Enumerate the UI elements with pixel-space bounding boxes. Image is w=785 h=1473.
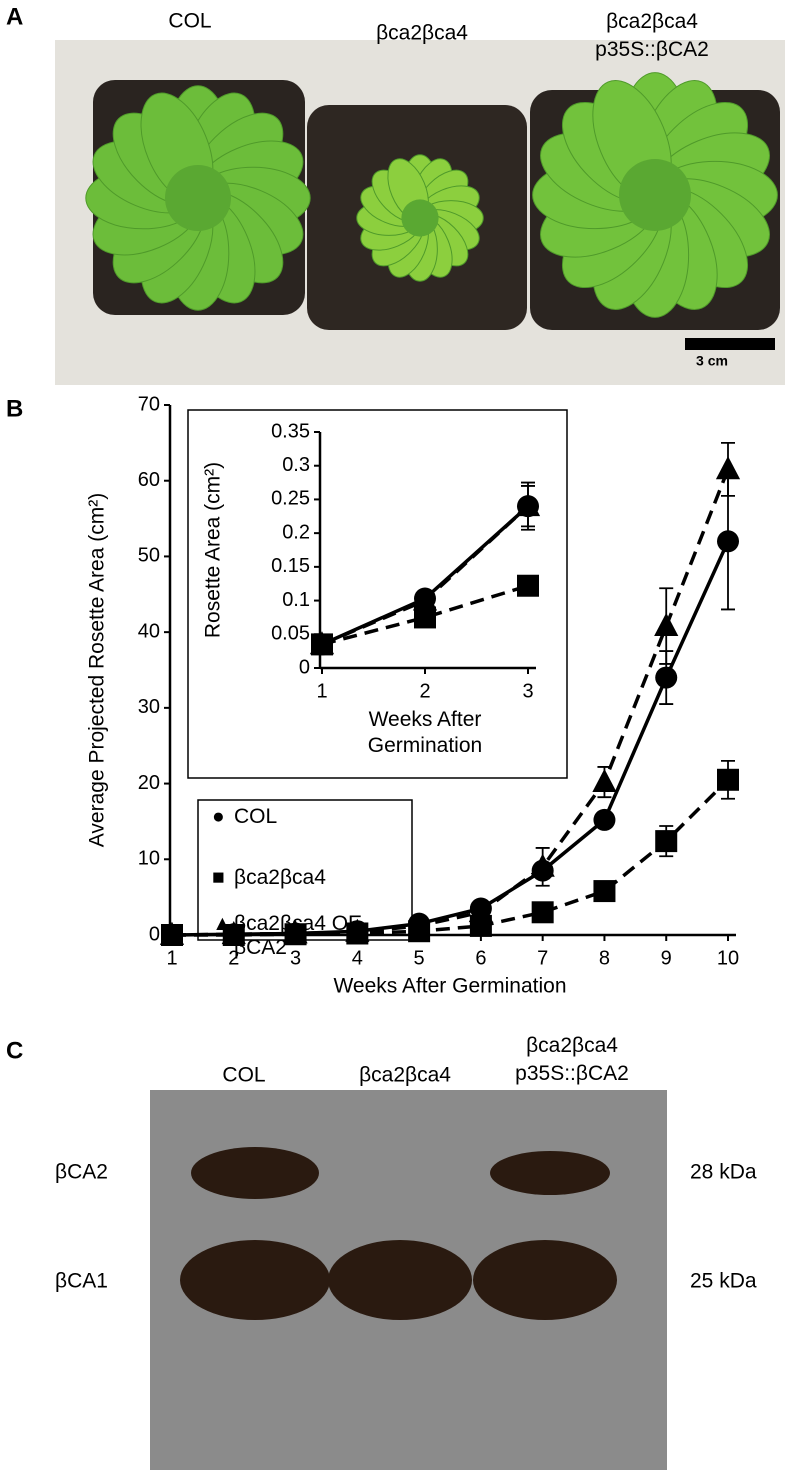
photo-label: COL [168, 10, 211, 33]
marker [593, 808, 616, 831]
marker [517, 574, 539, 597]
rosette-center [165, 165, 231, 231]
marker [311, 633, 333, 656]
band-label: βCA1 [55, 1270, 108, 1293]
western-blot [150, 1090, 667, 1470]
x-tick-label: 3 [522, 680, 533, 702]
x-tick-label: 3 [290, 947, 301, 969]
marker [592, 768, 617, 792]
y-tick-label: 70 [138, 393, 160, 415]
marker [414, 587, 436, 610]
marker [531, 901, 554, 924]
y-tick-label: 30 [138, 696, 160, 718]
marker [717, 768, 739, 791]
x-tick-label: 4 [352, 947, 363, 969]
y-tick-label: 0.2 [282, 521, 310, 543]
y-tick-label: 0.05 [271, 623, 310, 645]
marker [283, 920, 308, 944]
size-label: 28 kDa [690, 1161, 757, 1184]
x-tick-label: 6 [475, 947, 486, 969]
x-tick-label: 2 [419, 680, 430, 702]
y-tick-label: 0.25 [271, 488, 310, 510]
marker [654, 612, 679, 636]
legend-item: ● COL [212, 805, 407, 829]
x-tick-label: 8 [599, 947, 610, 969]
y-tick-label: 60 [138, 469, 160, 491]
x-tick-label: 1 [316, 680, 327, 702]
x-axis-label: Weeks After Germination [368, 708, 482, 757]
series-line [171, 468, 730, 937]
x-tick-label: 5 [414, 947, 425, 969]
legend-symbol: ■ [212, 866, 225, 889]
y-tick-label: 0.3 [282, 454, 310, 476]
x-tick-label: 7 [537, 947, 548, 969]
panel-letter: C [6, 1037, 23, 1064]
lane-label: βca2βca4 p35S::βCA2 [515, 1034, 629, 1085]
marker [414, 606, 436, 629]
legend-label: βca2βca4 OE βCA2 [234, 912, 363, 959]
y-tick-label: 0 [299, 656, 310, 678]
size-label: 25 kDa [690, 1270, 757, 1293]
x-tick-label: 9 [661, 947, 672, 969]
y-tick-label: 0.35 [271, 420, 310, 442]
plant-photo [55, 40, 785, 385]
legend-label: βca2βca4 [234, 866, 326, 889]
lane-label: COL [222, 1064, 265, 1087]
marker [345, 918, 370, 942]
y-tick-label: 0.15 [271, 555, 310, 577]
lane-label: βca2βca4 [359, 1064, 451, 1087]
marker [407, 912, 432, 936]
marker [715, 456, 741, 480]
y-tick-label: 0 [149, 923, 160, 945]
legend-item: ▲ βca2βca4 OE βCA2 [212, 912, 407, 960]
x-axis-label: Weeks After Germination [333, 975, 566, 998]
y-tick-label: 50 [138, 545, 160, 567]
photo-label: βca2βca4 p35S::βCA2 [595, 10, 709, 61]
marker [655, 830, 678, 853]
y-axis-label: Rosette Area (cm²) [202, 462, 225, 638]
panel-letter: A [6, 3, 23, 30]
x-tick-label: 1 [166, 947, 177, 969]
inset-frame [187, 409, 568, 779]
marker [221, 921, 246, 945]
y-tick-label: 40 [138, 620, 160, 642]
photo-label: βca2βca4 [376, 22, 468, 45]
y-tick-label: 10 [138, 848, 160, 870]
x-tick-label: 2 [228, 947, 239, 969]
legend-frame [197, 799, 413, 941]
rosette-center [401, 199, 439, 237]
y-tick-label: 20 [138, 772, 160, 794]
marker [717, 530, 739, 553]
band-label: βCA2 [55, 1161, 108, 1184]
scale-bar-label: 3 cm [696, 353, 728, 369]
rosette-center [619, 159, 691, 231]
legend-item: ■ βca2βca4 [212, 866, 407, 890]
legend-label: COL [234, 805, 278, 828]
legend-symbol: ● [212, 805, 225, 828]
y-tick-label: 0.1 [282, 589, 310, 611]
marker [159, 921, 185, 945]
y-axis-label: Average Projected Rosette Area (cm²) [86, 493, 109, 847]
legend-symbol: ▲ [212, 912, 233, 935]
marker [593, 880, 616, 903]
series-line [321, 584, 529, 647]
panel-letter: B [6, 395, 23, 422]
marker [517, 495, 539, 518]
marker [655, 666, 678, 689]
marker [468, 899, 493, 923]
x-tick-label: 10 [717, 947, 739, 969]
marker [530, 853, 555, 877]
